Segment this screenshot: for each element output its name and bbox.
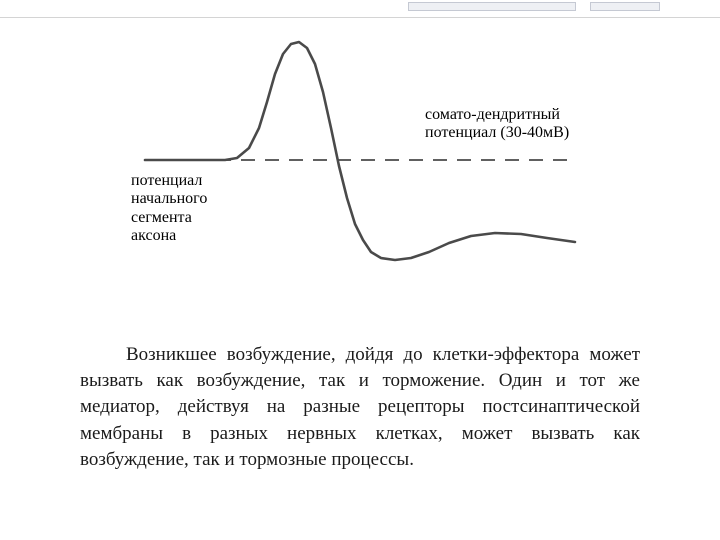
potential-curve bbox=[145, 42, 575, 260]
diagram-region: потенциалначальногосегментааксона сомато… bbox=[125, 20, 595, 290]
label-initial-segment-text: потенциалначальногосегментааксона bbox=[131, 172, 207, 244]
label-somato-dendritic: сомато-дендритныйпотенциал (30-40мВ) bbox=[425, 106, 569, 143]
label-somato-dendritic-text: сомато-дендритныйпотенциал (30-40мВ) bbox=[425, 106, 569, 141]
decor-box-2 bbox=[590, 2, 660, 11]
label-initial-segment: потенциалначальногосегментааксона bbox=[131, 172, 207, 246]
action-potential-curve bbox=[125, 20, 595, 290]
top-hairline bbox=[0, 17, 720, 18]
body-paragraph-text: Возникшее возбуждение, дойдя до клетки-э… bbox=[80, 344, 640, 470]
body-paragraph: Возникшее возбуждение, дойдя до клетки-э… bbox=[80, 342, 640, 473]
decor-box-1 bbox=[408, 2, 576, 11]
